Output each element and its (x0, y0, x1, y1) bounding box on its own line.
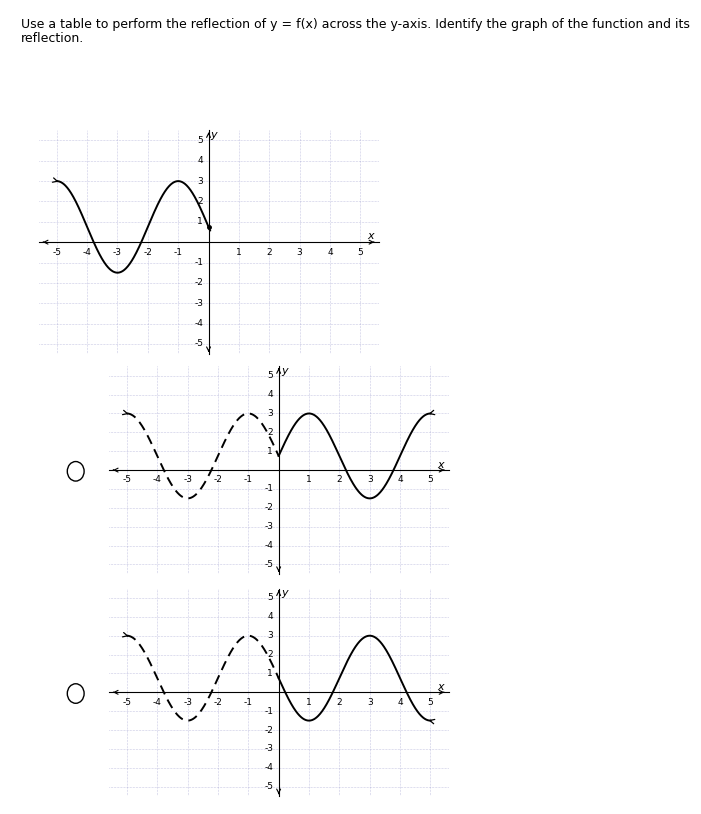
Text: 1: 1 (306, 698, 312, 707)
Text: 1: 1 (236, 247, 242, 257)
Text: -1: -1 (174, 247, 183, 257)
Text: -1: -1 (264, 484, 273, 493)
Text: -5: -5 (53, 247, 61, 257)
Text: -2: -2 (194, 278, 203, 287)
Text: 2: 2 (198, 197, 203, 206)
Text: -2: -2 (264, 503, 273, 512)
Text: 4: 4 (327, 247, 333, 257)
Text: y: y (281, 589, 287, 598)
Text: -1: -1 (244, 475, 253, 484)
Text: -5: -5 (123, 698, 131, 707)
Text: x: x (367, 231, 374, 242)
Text: -5: -5 (264, 560, 273, 569)
Text: 1: 1 (198, 217, 203, 226)
Text: -3: -3 (183, 698, 192, 707)
Text: 4: 4 (268, 390, 273, 399)
Text: -4: -4 (153, 698, 162, 707)
Text: -1: -1 (264, 707, 273, 716)
Text: 1: 1 (306, 475, 312, 484)
Text: 2: 2 (336, 698, 342, 707)
Text: -4: -4 (83, 247, 92, 257)
Text: 4: 4 (397, 698, 403, 707)
Text: -4: -4 (194, 319, 203, 328)
Text: x: x (437, 460, 444, 470)
Text: -4: -4 (264, 764, 273, 772)
Text: -3: -3 (183, 475, 192, 484)
Text: -3: -3 (194, 299, 203, 308)
Text: 3: 3 (268, 409, 273, 418)
Text: 3: 3 (268, 631, 273, 640)
Text: -2: -2 (264, 725, 273, 734)
Text: 3: 3 (367, 698, 373, 707)
Text: 5: 5 (358, 247, 363, 257)
Text: -3: -3 (113, 247, 122, 257)
Text: -3: -3 (264, 745, 273, 754)
Text: -1: -1 (244, 698, 253, 707)
Text: 2: 2 (266, 247, 272, 257)
Text: 4: 4 (397, 475, 403, 484)
Text: -2: -2 (144, 247, 152, 257)
Text: 1: 1 (268, 447, 273, 456)
Text: 5: 5 (198, 136, 203, 145)
Text: reflection.: reflection. (21, 32, 84, 45)
Text: -5: -5 (194, 339, 203, 348)
Text: 2: 2 (268, 650, 273, 659)
Text: 4: 4 (268, 612, 273, 621)
Text: 5: 5 (268, 371, 273, 380)
Text: -5: -5 (123, 475, 131, 484)
Text: 2: 2 (336, 475, 342, 484)
Text: 2: 2 (268, 428, 273, 437)
Text: -4: -4 (153, 475, 162, 484)
Text: 3: 3 (367, 475, 373, 484)
Text: 5: 5 (268, 593, 273, 602)
Text: 4: 4 (198, 156, 203, 165)
Text: y: y (211, 130, 217, 140)
Text: 3: 3 (198, 177, 203, 186)
Text: y: y (281, 366, 287, 376)
Text: 5: 5 (428, 698, 433, 707)
Text: -4: -4 (264, 541, 273, 550)
Text: Use a table to perform the reflection of y = f(x) across the y-axis. Identify th: Use a table to perform the reflection of… (21, 18, 690, 31)
Text: -2: -2 (214, 698, 222, 707)
Text: -1: -1 (194, 258, 203, 267)
Text: x: x (437, 682, 444, 692)
Text: -3: -3 (264, 523, 273, 532)
Text: -5: -5 (264, 782, 273, 791)
Text: 3: 3 (297, 247, 303, 257)
Text: 5: 5 (428, 475, 433, 484)
Text: -2: -2 (214, 475, 222, 484)
Text: 1: 1 (268, 669, 273, 678)
